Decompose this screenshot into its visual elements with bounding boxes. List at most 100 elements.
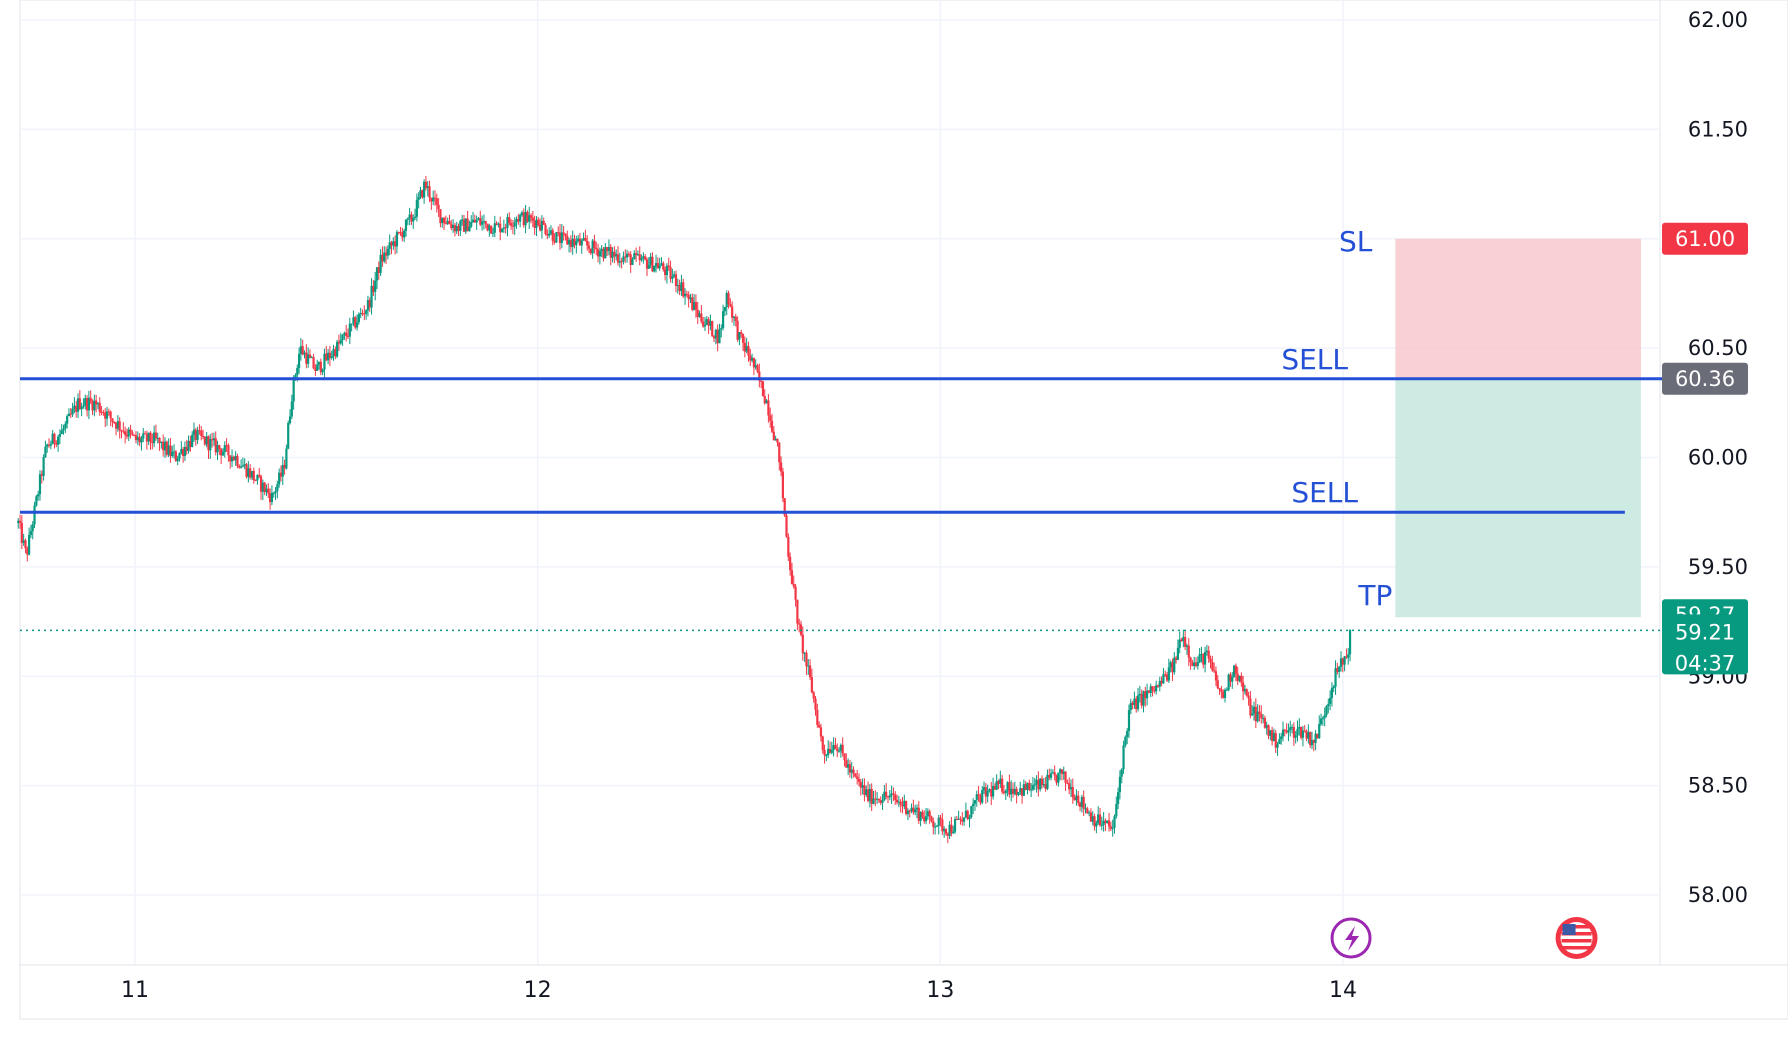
candle	[1345, 648, 1348, 660]
candle	[589, 248, 592, 256]
candle-body	[642, 256, 645, 259]
candle	[1218, 687, 1221, 696]
candle	[633, 250, 636, 260]
candle	[1323, 707, 1326, 727]
candle	[551, 227, 554, 246]
candle-body	[854, 773, 857, 777]
candle-body	[359, 313, 362, 315]
candle-body	[459, 220, 462, 231]
candle-body	[1272, 733, 1276, 742]
candle-body	[234, 456, 237, 461]
candle-body	[943, 829, 946, 832]
candle-body	[1069, 787, 1073, 790]
candle	[1247, 691, 1250, 706]
candle	[1193, 656, 1196, 670]
candle	[147, 432, 150, 446]
candle	[1303, 724, 1306, 733]
candle-body	[1280, 736, 1283, 740]
candle	[1017, 791, 1020, 797]
stop-loss-price-tag: 61.00	[1662, 222, 1748, 255]
candle	[564, 233, 567, 241]
us-flag-icon[interactable]	[1555, 917, 1598, 959]
candle-body	[680, 282, 683, 292]
candle-body	[64, 423, 67, 429]
candle	[1211, 655, 1214, 673]
flag-stripe	[1561, 939, 1592, 943]
stop-loss-zone[interactable]	[1395, 238, 1641, 379]
candle	[1343, 655, 1346, 672]
candle-body	[312, 357, 315, 369]
candle	[779, 456, 783, 477]
candle-body	[1095, 823, 1098, 827]
candle	[890, 785, 893, 804]
take-profit-zone[interactable]	[1395, 378, 1641, 618]
candle	[75, 400, 78, 418]
candle-body	[316, 364, 319, 371]
candle-body	[912, 807, 915, 813]
candle	[256, 474, 259, 485]
candle	[452, 219, 455, 233]
candle	[861, 778, 864, 795]
candle-body	[591, 240, 594, 254]
candle-body	[899, 801, 902, 805]
candle-body	[702, 321, 705, 327]
candle-body	[832, 745, 835, 751]
candle	[519, 213, 522, 228]
candle	[1301, 726, 1305, 747]
candle	[1068, 777, 1071, 795]
candle	[1102, 812, 1105, 832]
candle	[635, 247, 638, 263]
candle	[805, 650, 808, 676]
candle-body	[236, 456, 239, 466]
candle-body	[221, 452, 225, 456]
axes: 62.0061.5061.0060.5060.0059.5059.0058.50…	[121, 8, 1748, 1003]
candle-body	[176, 458, 179, 462]
candle-body	[29, 531, 33, 535]
candle	[252, 467, 255, 484]
candle-body	[1106, 820, 1109, 823]
candle-body	[772, 431, 775, 441]
candle-body	[497, 223, 500, 225]
lightning-icon[interactable]	[1330, 917, 1372, 959]
candle	[1225, 687, 1228, 691]
candle	[357, 312, 360, 325]
candle-body	[430, 197, 433, 202]
candle-body	[1115, 804, 1118, 817]
candle-body	[1037, 779, 1040, 790]
candle-body	[1225, 689, 1228, 691]
candle	[1001, 774, 1004, 795]
candle-body	[66, 416, 69, 424]
candle-body	[288, 416, 292, 424]
candle-body	[1010, 788, 1013, 795]
candle-body	[821, 736, 824, 751]
candle-body	[287, 423, 290, 449]
candle-body	[172, 451, 176, 453]
candle-body	[263, 482, 266, 493]
candle-body	[1019, 788, 1022, 793]
candle-body	[276, 484, 279, 492]
candle	[1031, 776, 1035, 792]
candle	[394, 235, 397, 255]
candle	[26, 546, 29, 562]
candle	[796, 599, 799, 631]
candle	[538, 218, 542, 232]
candle-body	[1238, 675, 1241, 681]
candle-body	[953, 819, 957, 832]
candle	[78, 390, 81, 410]
event-icons[interactable]	[1330, 917, 1598, 959]
candle-body	[533, 220, 536, 228]
candle	[1267, 724, 1270, 740]
candle	[417, 192, 420, 209]
candle-body	[192, 429, 196, 435]
candle-body	[629, 254, 632, 265]
candle	[1147, 690, 1151, 694]
candle	[412, 214, 415, 229]
candle-body	[1323, 715, 1326, 719]
candle-body	[109, 411, 112, 419]
candle	[176, 455, 179, 466]
candle	[480, 215, 484, 231]
